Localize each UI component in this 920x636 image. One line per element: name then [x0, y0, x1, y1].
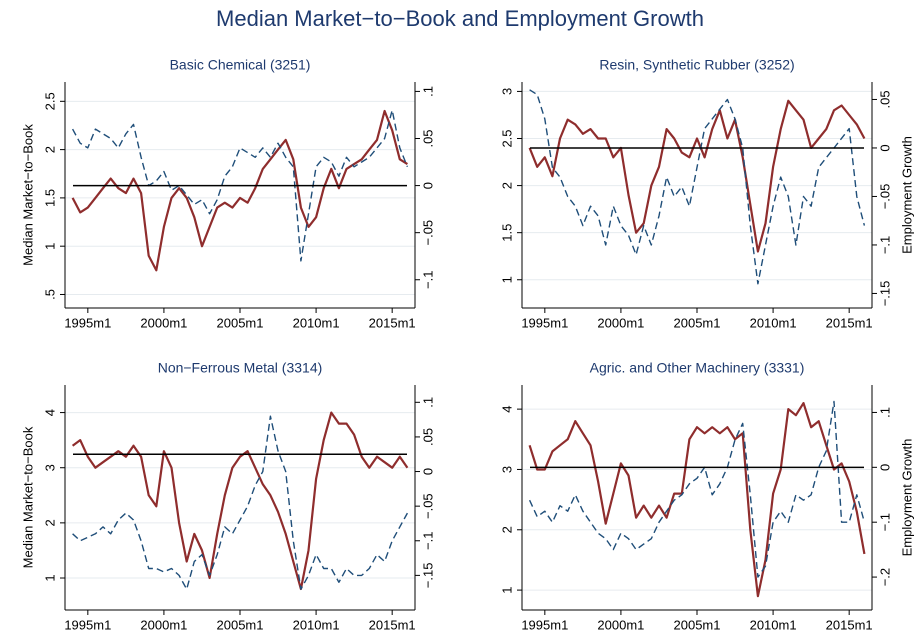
y2-tick-label: −.15	[420, 563, 435, 589]
series-line	[71, 109, 408, 272]
y-tick-label: 4	[42, 409, 57, 416]
x-tick-label: 2010m1	[750, 315, 797, 330]
x-tick-label: 2000m1	[140, 617, 187, 632]
y-tick-label: 2	[42, 519, 57, 526]
x-tick-label: 2010m1	[293, 617, 340, 632]
y-axis-label: Median Market−to−Book	[20, 426, 35, 568]
x-tick-label: 2005m1	[217, 617, 264, 632]
y2-tick-label: 0	[877, 464, 892, 471]
y-tick-label: 1	[499, 586, 514, 593]
y-tick-label: 1.5	[42, 189, 57, 207]
y2-tick-label: 0	[420, 468, 435, 475]
y-tick-label: 1.5	[499, 224, 514, 242]
panel-title: Agric. and Other Machinery (3331)	[590, 360, 805, 376]
series-line	[71, 411, 409, 591]
y-tick-label: 2	[499, 526, 514, 533]
series-line	[529, 89, 866, 285]
x-tick-label: 1995m1	[64, 617, 111, 632]
panel-title: Resin, Synthetic Rubber (3252)	[599, 57, 794, 73]
x-tick-label: 2000m1	[597, 315, 644, 330]
x-tick-label: 2005m1	[217, 315, 264, 330]
y-tick-label: 3	[499, 88, 514, 95]
y-tick-label: 2	[499, 182, 514, 189]
y2-tick-label: −.1	[420, 532, 435, 550]
y2-tick-label: .05	[420, 428, 435, 446]
y2-tick-label: −.05	[877, 184, 892, 210]
y2-tick-label: 0	[877, 144, 892, 151]
x-tick-label: 2000m1	[140, 315, 187, 330]
y2-tick-label: .1	[877, 407, 892, 418]
y-tick-label: 2.5	[42, 92, 57, 110]
x-tick-label: 1995m1	[64, 315, 111, 330]
y-tick-label: 3	[42, 464, 57, 471]
series-line	[72, 415, 409, 590]
y2-tick-label: −.1	[420, 271, 435, 289]
y2-tick-label: .1	[420, 86, 435, 97]
y2-tick-label: −.1	[877, 513, 892, 531]
y-tick-label: 2	[42, 146, 57, 153]
x-tick-label: 2000m1	[597, 617, 644, 632]
x-tick-label: 2010m1	[750, 617, 797, 632]
y2-tick-label: .05	[877, 90, 892, 108]
y2-tick-label: 0	[420, 182, 435, 189]
panel-title: Non−Ferrous Metal (3314)	[158, 360, 323, 376]
y-tick-label: 4	[499, 406, 514, 413]
y2-axis-label: Employment Growth	[899, 136, 914, 254]
series-line	[528, 99, 866, 253]
x-tick-label: 2015m1	[826, 315, 873, 330]
y-tick-label: 1	[42, 243, 57, 250]
series-line	[528, 402, 866, 598]
x-tick-label: 2015m1	[369, 617, 416, 632]
y2-tick-label: .05	[420, 129, 435, 147]
y-axis-label: Median Market−to−Book	[20, 124, 35, 266]
chart-title: Median Market−to−Book and Employment Gro…	[216, 6, 704, 31]
y2-axis-label: Employment Growth	[899, 439, 914, 557]
series-line	[528, 400, 866, 578]
y2-tick-label: −.1	[877, 236, 892, 254]
y-tick-label: 1	[499, 276, 514, 283]
y-tick-label: 3	[499, 466, 514, 473]
x-tick-label: 1995m1	[521, 315, 568, 330]
panel-title: Basic Chemical (3251)	[170, 57, 311, 73]
y-tick-label: .5	[42, 289, 57, 300]
y2-tick-label: −.05	[420, 220, 435, 246]
y-tick-label: 2.5	[499, 129, 514, 147]
x-tick-label: 2015m1	[369, 315, 416, 330]
y-tick-label: 1	[42, 574, 57, 581]
y2-tick-label: .1	[420, 397, 435, 408]
y2-tick-label: −.05	[420, 493, 435, 519]
x-tick-label: 1995m1	[521, 617, 568, 632]
x-tick-label: 2005m1	[674, 617, 721, 632]
x-tick-label: 2015m1	[826, 617, 873, 632]
y2-tick-label: −.2	[877, 568, 892, 586]
x-tick-label: 2010m1	[293, 315, 340, 330]
y2-tick-label: −.15	[877, 281, 892, 307]
x-tick-label: 2005m1	[674, 315, 721, 330]
